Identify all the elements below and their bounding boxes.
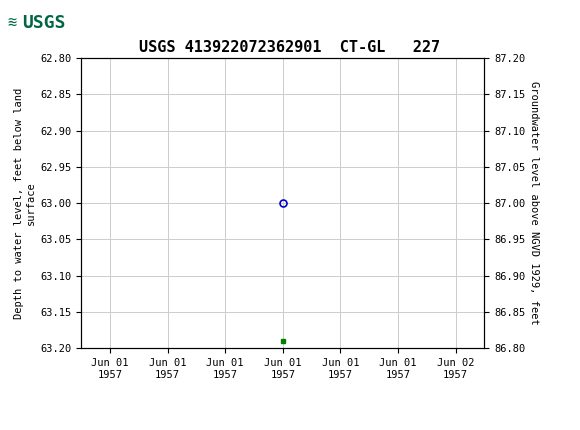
Text: USGS: USGS [22, 14, 65, 31]
Y-axis label: Groundwater level above NGVD 1929, feet: Groundwater level above NGVD 1929, feet [530, 81, 539, 325]
FancyBboxPatch shape [3, 3, 84, 42]
Text: ≋: ≋ [7, 15, 16, 30]
Y-axis label: Depth to water level, feet below land
surface: Depth to water level, feet below land su… [14, 88, 36, 319]
Text: USGS 413922072362901  CT-GL   227: USGS 413922072362901 CT-GL 227 [139, 40, 441, 55]
